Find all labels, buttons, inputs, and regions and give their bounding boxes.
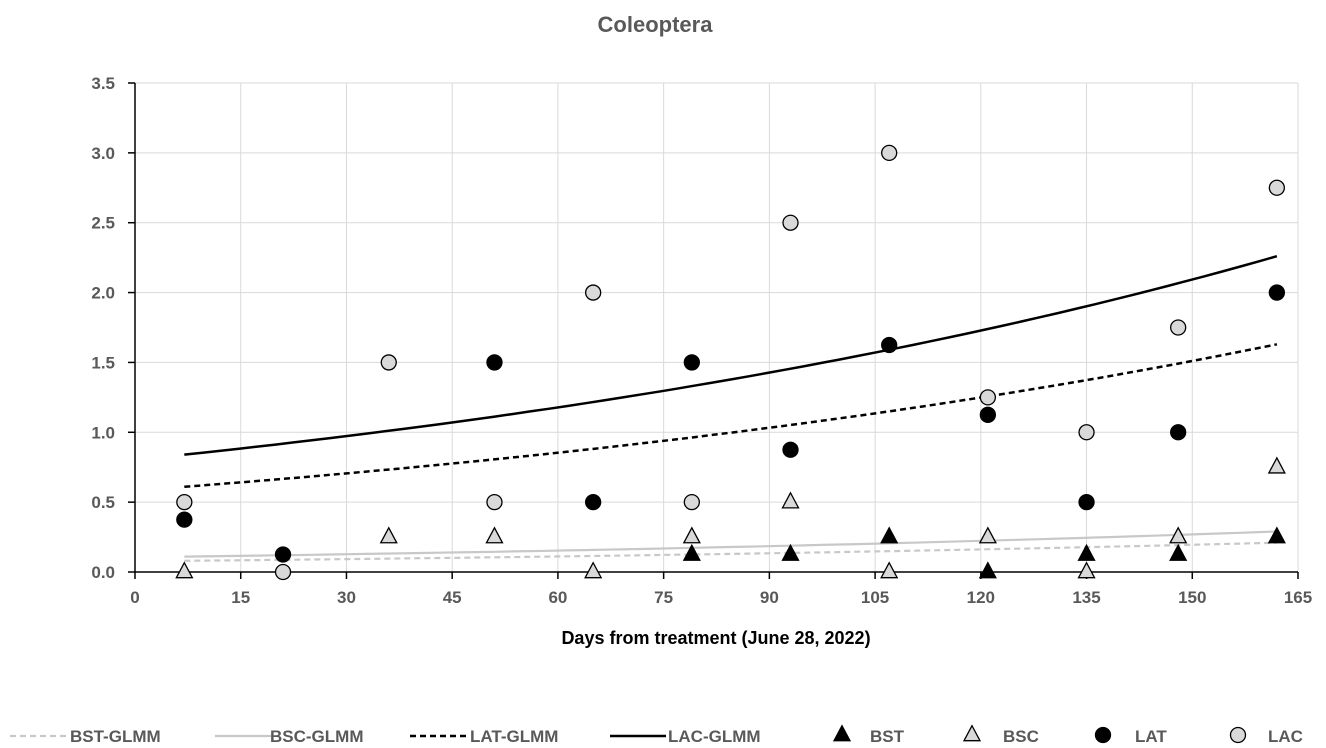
axes bbox=[128, 82, 1299, 579]
bsc-point bbox=[781, 491, 800, 509]
x-tick-label: 120 bbox=[967, 588, 995, 607]
bst-point bbox=[781, 543, 800, 561]
legend-swatch bbox=[832, 724, 852, 742]
lat-glmm-line bbox=[184, 343, 1278, 489]
y-tick-label: 0.0 bbox=[91, 563, 115, 582]
gridlines bbox=[135, 82, 1299, 572]
bst-point bbox=[880, 526, 899, 544]
lac-point bbox=[683, 493, 700, 511]
lac-point bbox=[1268, 179, 1286, 196]
legend-label: BSC-GLMM bbox=[270, 727, 363, 746]
lac-point bbox=[176, 493, 193, 511]
legend-label: BSC bbox=[1003, 727, 1039, 746]
lac-point bbox=[380, 354, 397, 371]
data-points bbox=[175, 144, 1286, 581]
legend-item-lac: LAC bbox=[1229, 726, 1303, 746]
x-tick-label: 165 bbox=[1284, 588, 1312, 607]
legend-label: LAC bbox=[1268, 727, 1303, 746]
lat-point bbox=[1268, 284, 1286, 301]
lac-point bbox=[881, 144, 898, 162]
legend-swatch bbox=[1229, 726, 1247, 744]
lat-point bbox=[1078, 493, 1095, 511]
y-tick-label: 2.0 bbox=[91, 284, 115, 303]
bsc-point bbox=[1267, 456, 1286, 474]
x-tick-label: 135 bbox=[1072, 588, 1100, 607]
y-tick-label: 2.5 bbox=[91, 214, 115, 233]
y-tick-label: 3.5 bbox=[91, 74, 115, 93]
bsc-point bbox=[175, 561, 194, 579]
bst-point bbox=[1267, 526, 1286, 544]
lat-point bbox=[1170, 424, 1187, 441]
bsc-glmm-line bbox=[184, 530, 1277, 558]
legend-label: BST bbox=[870, 727, 905, 746]
y-tick-labels: 0.0 0.5 1.0 1.5 2.0 2.5 3.0 3.5 bbox=[91, 74, 115, 582]
bst-point bbox=[978, 561, 997, 579]
x-tick-label: 0 bbox=[130, 588, 139, 607]
bst-glmm-line bbox=[184, 541, 1277, 562]
legend-item-bsc: BSC bbox=[962, 724, 1039, 746]
lac-point bbox=[274, 563, 292, 581]
lat-point bbox=[881, 336, 898, 354]
legend-item-lat-glmm: LAT-GLMM bbox=[410, 727, 558, 746]
legend-label: LAT-GLMM bbox=[470, 727, 558, 746]
lat-point bbox=[486, 354, 503, 371]
lac-point bbox=[782, 214, 799, 231]
legend-label: LAT bbox=[1135, 727, 1167, 746]
x-tick-label: 75 bbox=[654, 588, 673, 607]
legend-item-bst-glmm: BST-GLMM bbox=[10, 727, 161, 746]
bst-point bbox=[1077, 543, 1096, 561]
legend-item-bst: BST bbox=[832, 724, 905, 746]
bsc-point bbox=[379, 526, 398, 544]
legend-label: BST-GLMM bbox=[70, 727, 161, 746]
x-tick-labels: 0 15 30 45 60 75 90 105 120 135 150 165 bbox=[130, 588, 1312, 607]
legend-item-lac-glmm: LAC-GLMM bbox=[610, 727, 761, 746]
legend-swatch bbox=[962, 724, 982, 742]
lac-point bbox=[585, 284, 602, 301]
lat-point bbox=[979, 406, 997, 423]
bst-point bbox=[1169, 543, 1188, 561]
bsc-point bbox=[682, 526, 701, 544]
legend-label: LAC-GLMM bbox=[668, 727, 761, 746]
bsc-point bbox=[880, 561, 899, 579]
x-tick-label: 45 bbox=[443, 588, 462, 607]
x-tick-label: 60 bbox=[548, 588, 567, 607]
legend-item-lat: LAT bbox=[1094, 726, 1167, 746]
bst-point bbox=[682, 543, 701, 561]
x-tick-label: 15 bbox=[231, 588, 250, 607]
chart-title: Coleoptera bbox=[598, 12, 714, 37]
legend-item-bsc-glmm: BSC-GLMM bbox=[215, 727, 363, 746]
legend-swatch bbox=[1094, 726, 1112, 744]
x-axis-label: Days from treatment (June 28, 2022) bbox=[561, 628, 870, 648]
y-tick-label: 3.0 bbox=[91, 144, 115, 163]
lat-point bbox=[683, 354, 700, 371]
glmm-fit-lines bbox=[184, 254, 1278, 562]
bsc-point bbox=[978, 526, 997, 544]
bsc-point bbox=[1169, 526, 1188, 544]
bsc-point bbox=[1077, 561, 1096, 579]
x-tick-label: 30 bbox=[337, 588, 356, 607]
lat-point bbox=[585, 493, 602, 511]
y-tick-label: 1.0 bbox=[91, 423, 115, 442]
legend: BST-GLMM BSC-GLMM LAT-GLMM LAC-GLMM BST BSC LA… bbox=[10, 724, 1303, 746]
lat-point bbox=[176, 511, 193, 528]
bsc-point bbox=[485, 526, 504, 544]
lat-point bbox=[782, 441, 799, 458]
x-tick-label: 150 bbox=[1178, 588, 1206, 607]
y-tick-label: 0.5 bbox=[91, 493, 115, 512]
bsc-point bbox=[584, 561, 603, 579]
lat-point bbox=[274, 546, 292, 563]
lac-point bbox=[486, 493, 503, 511]
x-tick-label: 90 bbox=[760, 588, 779, 607]
x-tick-label: 105 bbox=[861, 588, 889, 607]
lac-point bbox=[1078, 424, 1095, 441]
lac-point bbox=[1170, 319, 1187, 336]
lac-point bbox=[979, 389, 997, 406]
lac-glmm-line bbox=[184, 254, 1278, 456]
y-tick-label: 1.5 bbox=[91, 353, 115, 372]
